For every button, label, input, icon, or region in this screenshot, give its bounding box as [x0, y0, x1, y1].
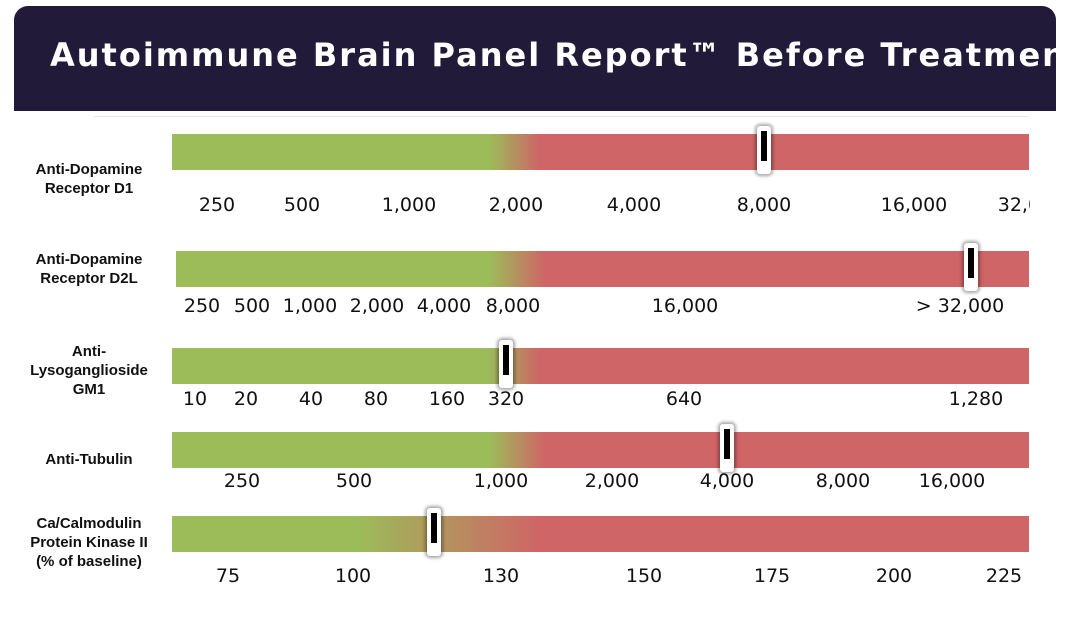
row-label: Anti- Lysoganglioside GM1 — [14, 342, 164, 399]
tick-label: 4,000 — [606, 194, 662, 216]
tick-label: 640 — [665, 388, 703, 410]
page-title: Autoimmune Brain Panel Report™ Before Tr… — [50, 36, 1068, 74]
tick-label: 200 — [875, 565, 913, 587]
tick-label: 1,000 — [473, 470, 529, 492]
tick-label: 40 — [298, 388, 324, 410]
tick-row: 250 500 1,000 2,000 4,000 8,000 16,000 32,000 — [0, 194, 1030, 220]
tick-row: 250 500 1,000 2,000 4,000 8,000 16,000 > 32,000 — [0, 295, 1060, 321]
tick-label: 1,280 — [948, 388, 1004, 410]
tick-label: 225 — [985, 565, 1023, 587]
tick-label: 4,000 — [699, 470, 755, 492]
tick-label: 500 — [283, 194, 321, 216]
tick-label: 75 — [215, 565, 241, 587]
tick-label: 150 — [625, 565, 663, 587]
tick-label: 1,000 — [381, 194, 437, 216]
value-marker — [964, 243, 978, 291]
range-bar — [176, 251, 1029, 287]
tick-label: 20 — [233, 388, 259, 410]
row-label-line: GM1 — [72, 381, 106, 398]
tick-row: 10 20 40 80 160 320 640 1,280 — [0, 388, 1060, 414]
tick-label: 100 — [334, 565, 372, 587]
row-label-line: (% of baseline) — [36, 553, 142, 570]
tick-label: 1,000 — [282, 295, 338, 317]
value-marker — [427, 508, 441, 556]
row-label-line: Receptor D1 — [44, 180, 134, 197]
row-label-line: Receptor D2L — [40, 270, 138, 287]
row-label: Anti-Dopamine Receptor D2L — [14, 250, 164, 288]
tick-label: 8,000 — [485, 295, 541, 317]
tick-label: 500 — [233, 295, 271, 317]
header-banner: Autoimmune Brain Panel Report™ Before Tr… — [14, 6, 1068, 111]
value-marker — [757, 126, 771, 174]
tick-label: 130 — [482, 565, 520, 587]
tick-label: 2,000 — [349, 295, 405, 317]
row-label-line: Anti-Dopamine — [35, 161, 143, 178]
row-label: Anti-Dopamine Receptor D1 — [14, 160, 164, 198]
row-label-line: Anti- — [71, 343, 107, 360]
tick-label: 4,000 — [416, 295, 472, 317]
row-label-line: Ca/Calmodulin — [36, 515, 142, 532]
divider — [94, 116, 1028, 117]
tick-label: 10 — [182, 388, 208, 410]
tick-label: 2,000 — [488, 194, 544, 216]
tick-row: 75 100 130 150 175 200 225 — [0, 565, 1060, 591]
tick-label: 500 — [335, 470, 373, 492]
row-label: Anti-Tubulin — [14, 450, 164, 469]
tick-label: 16,000 — [880, 194, 948, 216]
tick-label: 32,000 — [997, 194, 1030, 216]
tick-label: 175 — [753, 565, 791, 587]
value-marker — [720, 424, 734, 472]
tick-label: 80 — [363, 388, 389, 410]
tick-row: 250 500 1,000 2,000 4,000 8,000 16,000 — [0, 470, 1060, 496]
row-label-line: Anti-Tubulin — [45, 451, 133, 468]
tick-label: 250 — [223, 470, 261, 492]
range-bar — [172, 348, 1029, 384]
tick-label: 250 — [183, 295, 221, 317]
tick-label: 160 — [428, 388, 466, 410]
row-label-line: Anti-Dopamine — [35, 251, 143, 268]
row-label-line: Protein Kinase II — [30, 534, 148, 551]
tick-label: 320 — [487, 388, 525, 410]
range-bar — [172, 516, 1029, 552]
row-label: Ca/Calmodulin Protein Kinase II (% of base… — [14, 514, 164, 571]
tick-label: 2,000 — [584, 470, 640, 492]
tick-label: 8,000 — [815, 470, 871, 492]
tick-label: 8,000 — [736, 194, 792, 216]
tick-label: 16,000 — [651, 295, 719, 317]
value-marker — [499, 340, 513, 388]
range-bar — [172, 432, 1029, 468]
row-label-line: Lysoganglioside — [30, 362, 148, 379]
tick-label: 250 — [198, 194, 236, 216]
tick-label: > 32,000 — [915, 295, 1005, 317]
range-bar — [172, 134, 1029, 170]
tick-label: 16,000 — [918, 470, 986, 492]
